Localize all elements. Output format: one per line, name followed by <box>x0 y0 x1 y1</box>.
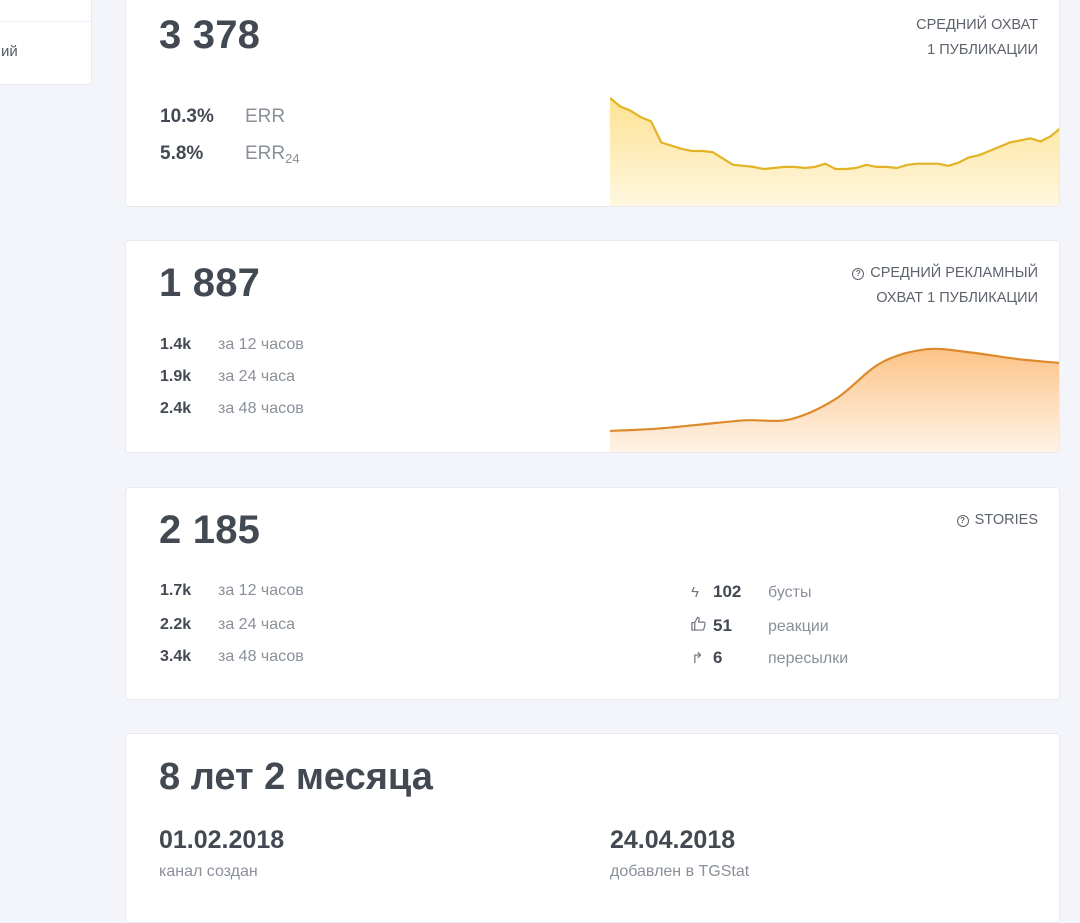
ad-reach-row-48h: 2.4k за 48 часов <box>160 400 304 418</box>
row-value: 1.7k <box>160 582 192 599</box>
forwards-metric: ↱ 6 пересылки <box>691 648 848 668</box>
stories-value: 2 185 <box>159 508 261 552</box>
reactions-metric: 51 реакции <box>691 616 829 636</box>
stories-caption: ? STORIES <box>956 508 1038 533</box>
row-label: за 24 часа <box>218 368 296 385</box>
stories-row-48h: 3.4k за 48 часов <box>160 648 304 666</box>
ad-reach-sparkline <box>610 347 1059 452</box>
row-value: 2.2k <box>160 616 192 633</box>
caption-line-1: СРЕДНИЙ ОХВАТ <box>916 17 1038 33</box>
caption-line-1: СРЕДНИЙ РЕКЛАМНЫЙ <box>870 265 1038 281</box>
err-row: 10.3% ERR <box>160 106 285 128</box>
metric-value: 6 <box>713 648 723 667</box>
err24-label: ERR24 <box>245 143 300 166</box>
row-label: за 24 часа <box>218 616 296 633</box>
row-label: за 48 часов <box>218 648 304 665</box>
sidebar-item[interactable]: ий <box>1 43 18 60</box>
sidebar-divider <box>0 21 91 22</box>
metric-label: бусты <box>768 584 812 601</box>
channel-age-card: 8 лет 2 месяца 01.02.2018 канал создан 2… <box>125 733 1060 923</box>
row-label: за 48 часов <box>218 400 304 417</box>
row-value: 2.4k <box>160 400 192 417</box>
ad-reach-value: 1 887 <box>159 261 261 305</box>
ad-reach-caption: ? СРЕДНИЙ РЕКЛАМНЫЙ ОХВАТ 1 ПУБЛИКАЦИИ <box>852 261 1038 311</box>
stories-row-12h: 1.7k за 12 часов <box>160 582 304 600</box>
row-value: 1.9k <box>160 368 192 385</box>
caption-line-2: 1 ПУБЛИКАЦИИ <box>927 42 1038 58</box>
avg-reach-caption: СРЕДНИЙ ОХВАТ 1 ПУБЛИКАЦИИ <box>916 13 1038 63</box>
sidebar-menu: ий <box>0 0 92 85</box>
err-label: ERR <box>245 106 286 127</box>
row-value: 3.4k <box>160 648 192 665</box>
metric-value: 102 <box>713 582 742 601</box>
metric-label: реакции <box>768 618 829 635</box>
added-date: 24.04.2018 <box>610 826 736 854</box>
row-label: за 12 часов <box>218 582 304 599</box>
question-circle-icon[interactable]: ? <box>956 515 969 527</box>
created-label: канал создан <box>159 863 258 880</box>
question-circle-icon[interactable]: ? <box>852 268 865 280</box>
created-date-block: 01.02.2018 канал создан <box>159 826 284 881</box>
channel-age-title: 8 лет 2 месяца <box>159 756 433 798</box>
added-date-block: 24.04.2018 добавлен в TGStat <box>610 826 749 881</box>
created-date: 01.02.2018 <box>159 826 285 854</box>
thumbs-up-icon <box>691 616 713 635</box>
metric-label: пересылки <box>768 650 849 667</box>
row-label: за 12 часов <box>218 336 304 353</box>
ad-reach-row-24h: 1.9k за 24 часа <box>160 368 295 386</box>
ad-reach-card: 1 887 ? СРЕДНИЙ РЕКЛАМНЫЙ ОХВАТ 1 ПУБЛИКА… <box>125 240 1060 453</box>
avg-reach-card: 3 378 СРЕДНИЙ ОХВАТ 1 ПУБЛИКАЦИИ 10.3% ER… <box>125 0 1060 207</box>
err-value: 10.3% <box>160 106 214 127</box>
metric-value: 51 <box>713 616 732 635</box>
avg-reach-value: 3 378 <box>159 13 261 57</box>
forward-arrow-icon: ↱ <box>691 650 704 667</box>
err24-row: 5.8% ERR24 <box>160 143 300 166</box>
row-value: 1.4k <box>160 336 192 353</box>
added-label: добавлен в TGStat <box>610 863 750 880</box>
err24-value: 5.8% <box>160 143 204 164</box>
boosts-metric: ϟ 102 бусты <box>691 582 811 602</box>
ad-reach-row-12h: 1.4k за 12 часов <box>160 336 304 354</box>
avg-reach-sparkline <box>610 97 1059 206</box>
lightning-icon: ϟ <box>691 584 699 601</box>
stories-card: 2 185 ? STORIES 1.7k за 12 часов 2.2k за 24… <box>125 487 1060 700</box>
caption-line-2: ОХВАТ 1 ПУБЛИКАЦИИ <box>876 290 1038 306</box>
caption-text: STORIES <box>974 512 1038 528</box>
stories-row-24h: 2.2k за 24 часа <box>160 616 295 634</box>
